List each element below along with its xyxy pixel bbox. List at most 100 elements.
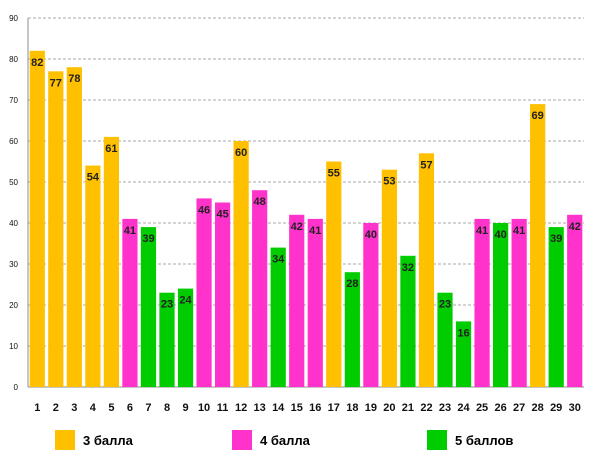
bar [567, 214, 583, 387]
x-tick-label: 13 [254, 402, 266, 414]
x-tick-label: 20 [383, 402, 395, 414]
y-tick-label: 20 [9, 301, 18, 310]
bar [103, 136, 119, 387]
data-label: 32 [402, 262, 414, 274]
y-tick-label: 30 [9, 260, 18, 269]
bar [381, 169, 397, 387]
y-tick-label: 80 [9, 55, 18, 64]
bar [363, 223, 379, 387]
bar [85, 165, 101, 387]
legend-label: 4 балла [260, 433, 311, 448]
data-label: 60 [235, 147, 247, 159]
y-tick-label: 10 [9, 342, 18, 351]
data-label: 40 [494, 229, 506, 241]
data-label: 61 [105, 143, 117, 155]
legend-label: 5 баллов [455, 433, 513, 448]
data-label: 55 [328, 168, 340, 180]
bar [270, 247, 286, 387]
bar [344, 272, 360, 387]
x-tick-label: 26 [494, 402, 506, 414]
y-tick-label: 70 [9, 96, 18, 105]
data-label: 23 [439, 299, 451, 311]
data-label: 34 [272, 254, 285, 266]
x-tick-label: 10 [198, 402, 210, 414]
data-label: 78 [68, 73, 80, 85]
y-tick-label: 0 [14, 383, 19, 392]
x-tick-label: 28 [532, 402, 544, 414]
bar [159, 292, 175, 387]
data-label: 42 [291, 221, 303, 233]
x-tick-label: 2 [53, 402, 59, 414]
x-tick-label: 4 [90, 402, 97, 414]
bar [122, 218, 138, 387]
x-tick-label: 15 [291, 402, 303, 414]
bar [511, 218, 527, 387]
legend-label: 3 балла [83, 433, 134, 448]
data-label: 39 [550, 233, 562, 245]
data-label: 28 [346, 278, 358, 290]
x-tick-label: 9 [182, 402, 188, 414]
data-label: 69 [532, 110, 544, 122]
y-tick-label: 40 [9, 219, 18, 228]
bar [530, 104, 546, 387]
legend-swatch [55, 430, 75, 450]
bar [418, 153, 435, 387]
data-label: 23 [161, 299, 173, 311]
x-tick-label: 7 [145, 402, 151, 414]
bar [548, 227, 564, 387]
bar [29, 50, 45, 388]
data-label: 41 [513, 225, 525, 237]
x-tick-label: 29 [550, 402, 562, 414]
x-tick-label: 14 [272, 402, 285, 414]
bar [455, 321, 472, 387]
bar [307, 218, 323, 387]
data-label: 42 [569, 221, 581, 233]
x-tick-label: 19 [365, 402, 377, 414]
data-label: 57 [420, 159, 432, 171]
data-label: 82 [31, 57, 43, 69]
x-tick-label: 22 [420, 402, 432, 414]
bar [493, 223, 509, 387]
x-tick-label: 11 [217, 402, 229, 414]
data-label: 45 [216, 209, 228, 221]
bar [289, 214, 305, 387]
bar [233, 141, 249, 387]
bar [177, 288, 194, 387]
x-tick-label: 30 [569, 402, 581, 414]
bar [215, 202, 231, 387]
data-label: 41 [476, 225, 488, 237]
legend-swatch [232, 430, 252, 450]
bar [474, 218, 490, 387]
data-label: 48 [254, 196, 266, 208]
x-tick-label: 23 [439, 402, 451, 414]
x-tick-label: 8 [164, 402, 170, 414]
data-label: 53 [383, 176, 395, 188]
bar [400, 255, 416, 387]
data-label: 40 [365, 229, 377, 241]
bar [326, 161, 342, 387]
x-tick-label: 24 [457, 402, 470, 414]
bar [66, 67, 82, 387]
bar [48, 71, 64, 388]
x-tick-label: 27 [513, 402, 525, 414]
data-label: 24 [179, 295, 192, 307]
x-tick-label: 1 [34, 402, 40, 414]
y-tick-label: 50 [9, 178, 18, 187]
y-tick-label: 60 [9, 137, 18, 146]
bar [140, 227, 157, 387]
x-tick-label: 17 [328, 402, 340, 414]
x-tick-label: 16 [309, 402, 321, 414]
x-tick-label: 18 [346, 402, 358, 414]
data-label: 54 [87, 172, 100, 184]
bar [252, 190, 268, 387]
x-tick-label: 6 [127, 402, 133, 414]
legend-swatch [427, 430, 447, 450]
data-label: 41 [309, 225, 321, 237]
y-tick-label: 90 [9, 14, 18, 23]
x-tick-label: 3 [71, 402, 77, 414]
data-label: 46 [198, 204, 210, 216]
bar [196, 198, 212, 387]
data-label: 41 [124, 225, 136, 237]
x-tick-label: 21 [402, 402, 414, 414]
